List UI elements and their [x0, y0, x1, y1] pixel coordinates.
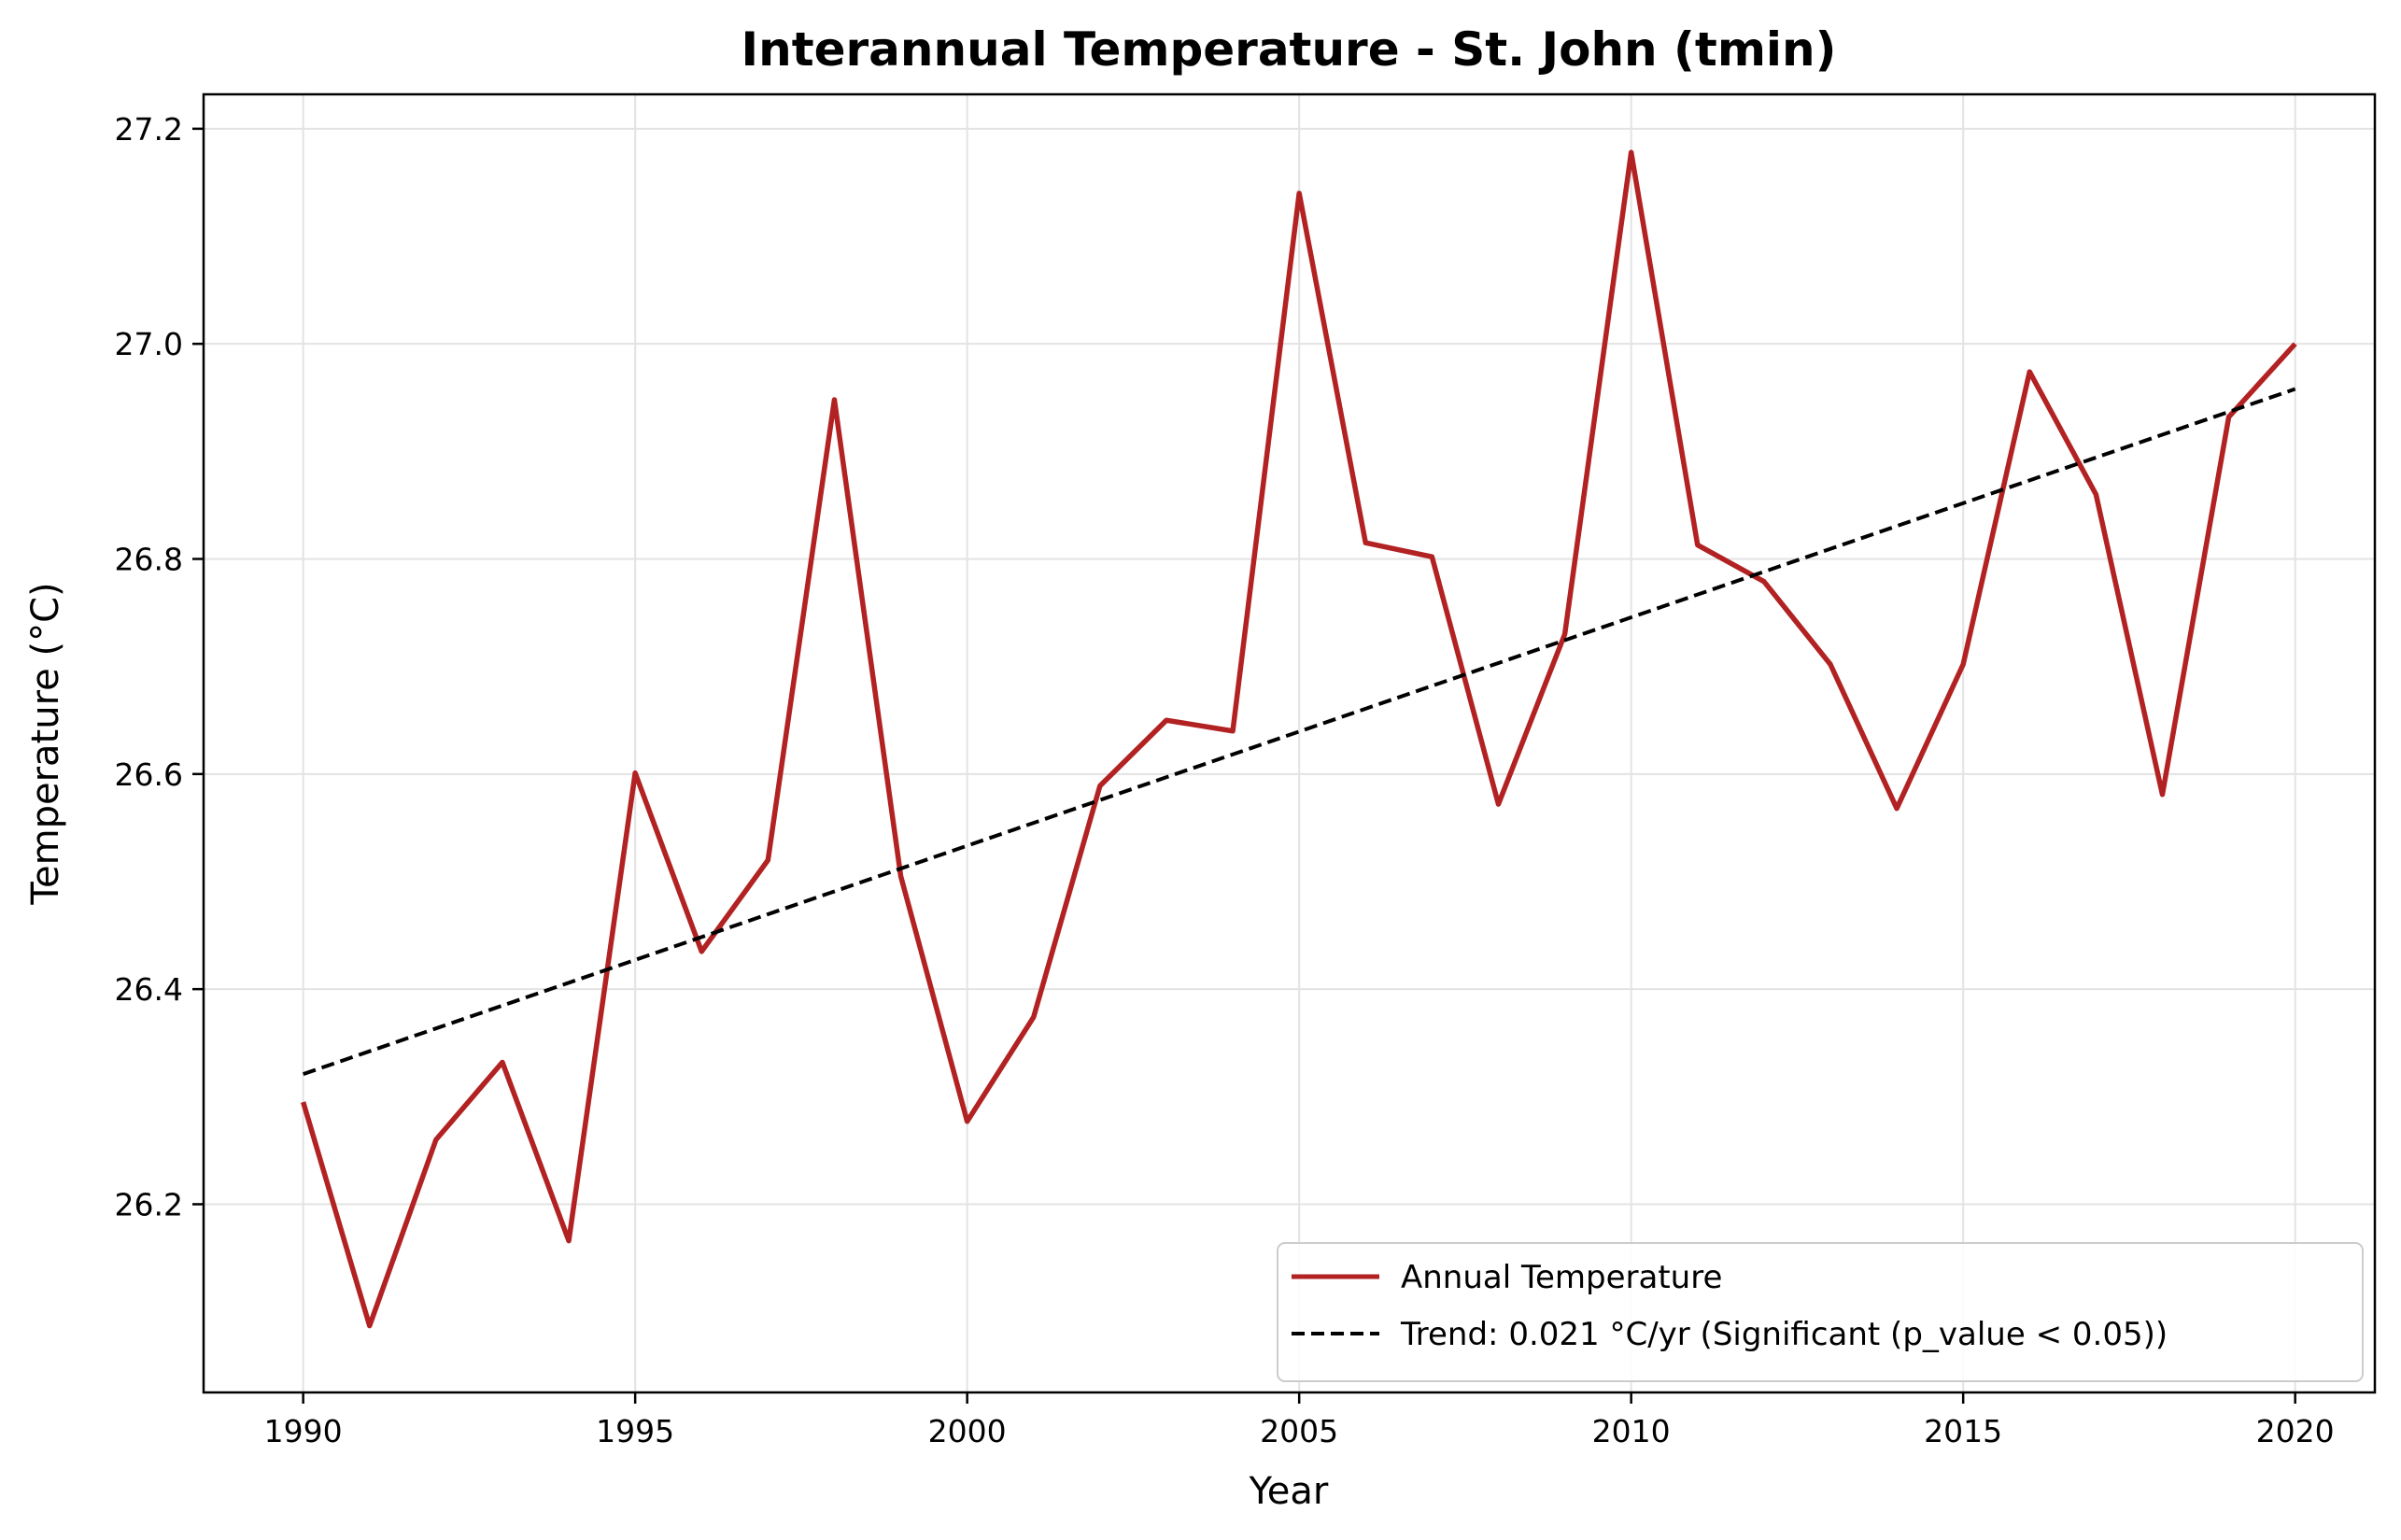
trend-line — [302, 387, 2296, 1077]
y-tick-label: 27.0 — [115, 326, 183, 362]
x-tick-label: 2000 — [928, 1413, 1007, 1449]
legend-box — [1277, 1242, 2364, 1382]
x-tick-label: 2005 — [1260, 1413, 1338, 1449]
chart-title: Interannual Temperature - St. John (tmin… — [741, 22, 1837, 77]
annual-temperature-line — [301, 149, 2297, 1329]
x-tick-label: 1990 — [264, 1413, 343, 1449]
y-tick-label: 26.8 — [115, 541, 183, 577]
y-axis-label: Temperature (°C) — [24, 582, 67, 905]
x-tick-label: 2015 — [1924, 1413, 2002, 1449]
x-tick-label: 1995 — [596, 1413, 674, 1449]
ticks: 1990 1995 2000 2005 2010 2015 2020 26.2 26.4 26.6… — [115, 111, 2335, 1449]
plot-frame — [202, 92, 2377, 1394]
x-tick-label: 2010 — [1592, 1413, 1671, 1449]
y-tick-label: 26.2 — [115, 1186, 183, 1222]
y-tick-label: 27.2 — [115, 111, 183, 148]
x-axis-label: Year — [1249, 1470, 1329, 1513]
legend: Annual Temperature Trend: 0.021 °C/yr (S… — [1277, 1242, 2364, 1382]
legend-label-annual: Annual Temperature — [1401, 1259, 1722, 1296]
grid — [204, 94, 2375, 1392]
x-tick-label: 2020 — [2256, 1413, 2335, 1449]
y-tick-label: 26.6 — [115, 756, 183, 793]
series-group — [301, 149, 2297, 1329]
y-tick-label: 26.4 — [115, 971, 183, 1008]
legend-label-trend: Trend: 0.021 °C/yr (Significant (p_value… — [1400, 1316, 2168, 1353]
